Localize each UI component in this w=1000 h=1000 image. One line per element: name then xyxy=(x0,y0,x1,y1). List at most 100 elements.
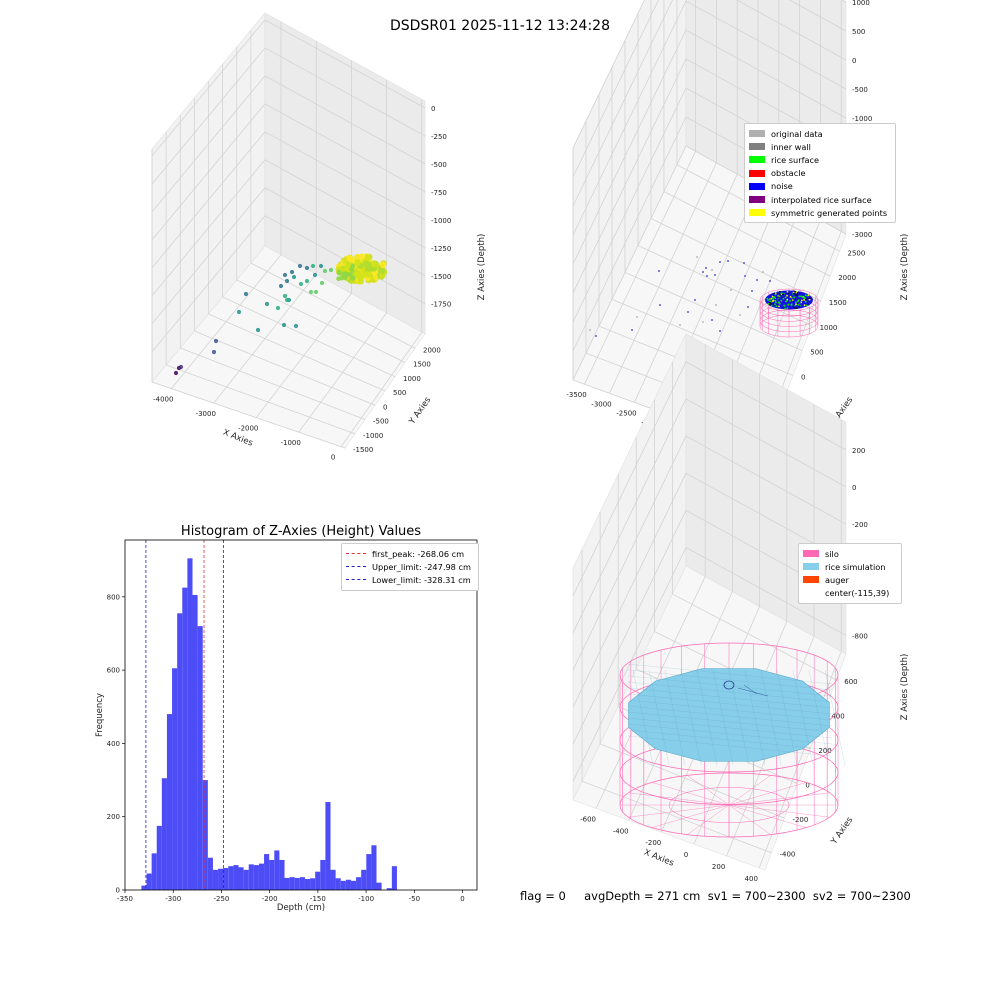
rice-mesh-line xyxy=(627,663,833,685)
rice-surface-point xyxy=(792,292,795,295)
rice-surface-point xyxy=(778,294,781,297)
raw-cluster-point xyxy=(358,264,366,271)
histogram-bar xyxy=(284,877,290,890)
rice-surface-point xyxy=(806,297,808,299)
rice-surface-point xyxy=(798,305,801,308)
histogram-bar xyxy=(340,880,346,890)
panel1-zgrid xyxy=(151,103,426,241)
raw-cluster-point xyxy=(342,257,349,264)
rice-mesh-line xyxy=(627,735,833,757)
legend-entry: auger xyxy=(803,573,897,586)
silo-wire-spoke xyxy=(651,782,730,806)
raw-cluster-point xyxy=(347,272,354,279)
rice-surface-point xyxy=(795,301,797,304)
classify-point xyxy=(705,267,707,269)
histogram-bar xyxy=(315,871,321,890)
raw-cluster-point xyxy=(347,261,354,269)
raw-point xyxy=(284,297,290,303)
panel4-ygrid xyxy=(636,668,811,750)
rice-surface-point xyxy=(772,297,774,300)
histogram-bar xyxy=(330,869,336,890)
raw-point xyxy=(319,280,325,286)
histogram-bar xyxy=(207,857,213,890)
histogram-bar xyxy=(289,877,295,890)
panel2-ztick: 1000 xyxy=(852,0,870,7)
rice-mesh-line xyxy=(627,681,833,703)
rice-mesh-line xyxy=(627,711,833,733)
silo-wire-ring xyxy=(619,675,839,740)
raw-point xyxy=(289,269,295,275)
raw-cluster-point xyxy=(348,266,356,274)
panel2-ytick: 0 xyxy=(801,373,805,381)
raw-point xyxy=(310,263,316,269)
panel1-ztick: -250 xyxy=(431,133,447,141)
legend-swatch xyxy=(346,553,366,555)
raw-cluster-point xyxy=(361,258,368,265)
raw-cluster-point xyxy=(339,267,346,275)
raw-cluster-point xyxy=(354,259,361,266)
rice-surface-point xyxy=(792,293,794,296)
legend-swatch xyxy=(749,209,765,217)
panel1-ygrid xyxy=(222,296,396,378)
rice-surface-point xyxy=(784,305,786,307)
histogram-bar xyxy=(253,865,259,890)
rice-surface-point xyxy=(787,303,790,306)
panel2-xtick: 0 xyxy=(749,455,753,463)
rice-surface-point xyxy=(793,300,795,303)
rice-surface-point xyxy=(795,294,797,297)
rice-surface-point xyxy=(785,292,788,294)
histogram-bar xyxy=(304,879,311,890)
histogram-bar xyxy=(238,867,244,890)
rice-surface-point xyxy=(773,296,775,299)
panel1-zgrid xyxy=(151,215,426,352)
panel2-ygrid xyxy=(572,379,766,451)
raw-cluster-point xyxy=(347,269,354,276)
rice-surface-point xyxy=(789,295,792,298)
silo-wire-ring xyxy=(619,772,839,838)
raw-cluster-point xyxy=(367,274,374,281)
classify-point xyxy=(744,275,746,277)
panel2-ytick: -1500 xyxy=(773,448,793,456)
panel3-title: Histogram of Z-Axies (Height) Values xyxy=(180,524,422,539)
panel4-xtick: 0 xyxy=(684,851,688,859)
panel2-ztick: -3000 xyxy=(852,231,872,239)
raw-cluster-point xyxy=(371,276,378,283)
rice-surface-point xyxy=(774,293,777,296)
raw-cluster-point xyxy=(335,268,343,275)
histogram-bar xyxy=(187,558,193,890)
legend-entry: noise xyxy=(749,180,891,193)
legend-entry: interpolated rice surface xyxy=(749,193,891,206)
raw-point xyxy=(318,263,324,269)
classify-point xyxy=(694,299,696,301)
panel2-ytick: -1000 xyxy=(782,423,802,431)
histogram-ytick-label: 400 xyxy=(107,740,120,748)
rice-surface-point xyxy=(782,297,785,300)
raw-cluster-point xyxy=(357,264,364,271)
rice-surface-point xyxy=(806,294,809,297)
panel2-xgrid xyxy=(708,208,800,430)
figure-title: DSDSR01 2025-11-12 13:24:28 xyxy=(389,18,610,34)
raw-cluster-point xyxy=(336,270,342,276)
histogram-bar xyxy=(258,863,265,890)
rice-surface-point xyxy=(794,303,796,306)
raw-point xyxy=(298,281,304,287)
histogram-bar xyxy=(233,865,239,890)
raw-cluster-point xyxy=(380,260,387,267)
raw-cluster-point xyxy=(357,262,364,269)
histogram-bar xyxy=(350,880,357,890)
raw-cluster-point xyxy=(378,273,385,280)
panel1-title: 3D Plot of Silo Interior(row data) xyxy=(195,104,405,119)
raw-cluster-point xyxy=(343,257,351,264)
rice-surface-point xyxy=(783,304,786,307)
rice-surface-point xyxy=(794,292,796,295)
rice-surface-point xyxy=(803,298,806,301)
rice-surface-point xyxy=(778,301,780,304)
histogram-bar xyxy=(264,854,270,890)
histogram-bar xyxy=(366,854,372,890)
raw-cluster-point xyxy=(345,265,352,273)
raw-cluster-point xyxy=(373,270,381,277)
panel4-ytick: 0 xyxy=(805,782,809,790)
panel1-zgrid xyxy=(151,187,426,325)
panel4-title: 3D simulation of Silo Interior xyxy=(631,524,817,539)
rice-surface-point xyxy=(792,291,795,294)
